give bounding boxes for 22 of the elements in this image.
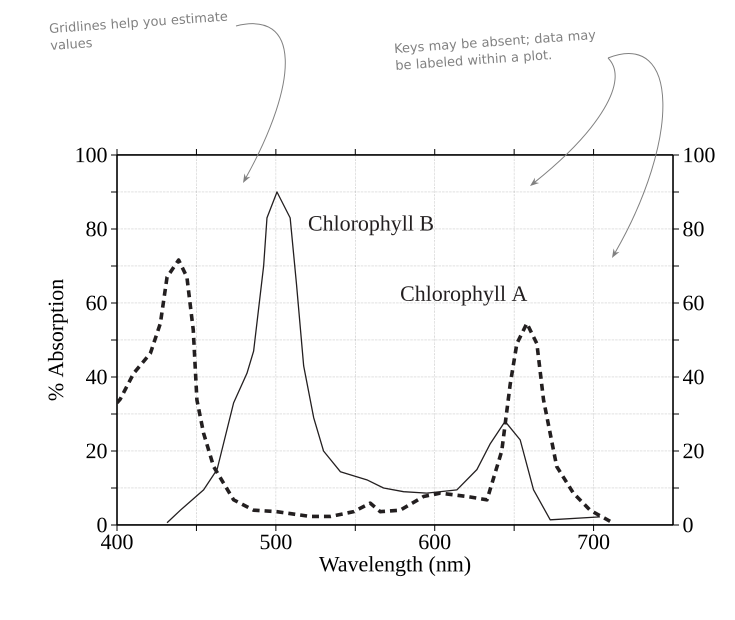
y2-tick-label: 40 — [682, 370, 704, 384]
series-label: Chlorophyll B — [308, 215, 433, 236]
y-tick-label: 0 — [97, 518, 107, 532]
x-tick-label: 500 — [260, 534, 292, 550]
x-tick-label: 700 — [578, 534, 610, 550]
x-axis-title: Wavelength (nm) — [318, 556, 470, 576]
text: Keys may be absent; data may be labeled within a plot. — [395, 32, 596, 70]
series-label: Chlorophyll A — [401, 286, 528, 306]
y2-tick-label: 0 — [683, 518, 693, 532]
y2-tick-label: 20 — [684, 444, 704, 458]
y-tick-label: 20 — [86, 444, 107, 458]
y-tick-label: 100 — [76, 148, 107, 162]
y2-tick-label: 80 — [683, 222, 704, 236]
y2-tick-label: 60 — [683, 296, 704, 310]
y-axis-title: % Absorption — [48, 279, 68, 400]
y-tick-label: 80 — [86, 222, 107, 236]
y2-tick-label: 100 — [684, 148, 715, 162]
y-tick-label: 40 — [86, 370, 107, 384]
x-tick-label: 600 — [419, 534, 450, 550]
x-tick-label: 400 — [100, 534, 133, 550]
text: Gridlines help you estimate values — [50, 12, 228, 50]
y-tick-label: 60 — [86, 296, 107, 310]
